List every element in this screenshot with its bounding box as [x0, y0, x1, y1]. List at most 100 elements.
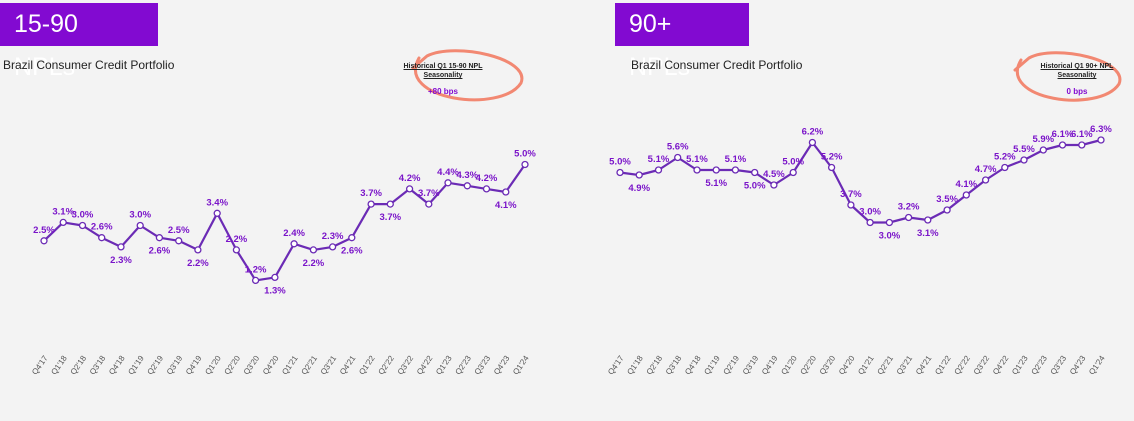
data-point — [213, 209, 221, 217]
data-point — [1058, 141, 1067, 149]
tick-label: Q1'21 — [856, 354, 876, 377]
series-line — [43, 163, 526, 282]
tick-label: Q2'21 — [876, 354, 896, 377]
data-label: 2.6% — [149, 246, 171, 257]
data-point — [59, 218, 67, 227]
data-point — [1001, 163, 1009, 172]
tick-label: Q1'18 — [49, 354, 69, 377]
tick-label: Q2'20 — [799, 354, 819, 377]
tick-label: Q3'18 — [664, 354, 684, 377]
data-label: 3.7% — [360, 188, 382, 199]
data-label: 3.4% — [206, 197, 228, 208]
data-label: 5.6% — [667, 142, 689, 153]
tick-label: Q1'19 — [702, 354, 722, 377]
data-point — [482, 185, 491, 193]
seasonality-note-title: Historical Q1 90+ NPL Seasonality — [1040, 63, 1114, 79]
chart-15-90-npls: 2.5% Q4'17 3.1% Q1'18 3.0% Q2'18 2.6% Q3'18 2.3%… — [30, 49, 536, 377]
data-label: 2.2% — [187, 258, 209, 269]
tick-label: Q2'18 — [69, 354, 89, 377]
data-label: 5.2% — [821, 152, 843, 163]
tick-label: Q4'19 — [184, 354, 204, 377]
data-label: 4.7% — [975, 164, 997, 175]
seasonality-note: Historical Q1 15-90 NPL Seasonality +80 … — [393, 62, 493, 96]
data-label: 2.6% — [91, 222, 113, 233]
data-point — [309, 246, 318, 254]
tick-label: Q3'21 — [895, 354, 915, 377]
data-label: 4.1% — [955, 179, 977, 190]
data-point — [1097, 136, 1105, 144]
tick-label: Q3'18 — [88, 354, 108, 377]
panel-15-90-npls: 15-90 NPLs Brazil Consumer Credit Portfo… — [0, 3, 536, 377]
data-point — [904, 213, 913, 222]
tick-label: Q3'19 — [741, 354, 761, 377]
data-label: 5.0% — [514, 149, 536, 160]
data-label: 3.1% — [917, 228, 939, 239]
seasonality-note-value: +80 bps — [427, 87, 458, 96]
panel-90-plus-npls: 90+ NPLs Brazil Consumer Credit Portfoli… — [567, 0, 1134, 421]
data-point — [425, 200, 433, 208]
data-point — [521, 160, 529, 169]
data-label: 4.2% — [399, 173, 421, 184]
data-point — [731, 166, 740, 174]
data-label: 4.4% — [437, 167, 459, 178]
tick-label: Q4'22 — [991, 354, 1011, 377]
tick-label: Q4'20 — [261, 354, 281, 377]
tick-label: Q1'22 — [357, 354, 377, 377]
data-label: 2.3% — [110, 255, 132, 266]
data-label: 6.2% — [802, 127, 824, 138]
panel-title: 90+ NPLs — [615, 3, 749, 81]
data-point — [751, 168, 759, 177]
highlight-circle — [1013, 51, 1122, 102]
tick-label: Q1'20 — [779, 354, 799, 377]
data-point — [271, 273, 279, 282]
tick-label: Q2'23 — [453, 354, 473, 377]
seasonality-note: Historical Q1 90+ NPL Seasonality 0 bps — [1027, 62, 1127, 96]
data-label: 6.1% — [1052, 129, 1074, 140]
data-point — [924, 216, 932, 224]
tick-label: Q3'20 — [818, 354, 838, 377]
tick-label: Q4'21 — [338, 354, 358, 377]
tick-label: Q3'22 — [396, 354, 416, 377]
tick-label: Q3'21 — [319, 354, 339, 377]
data-point — [674, 153, 682, 162]
data-label: 5.0% — [609, 157, 631, 168]
data-point — [808, 138, 817, 147]
data-point — [981, 176, 990, 184]
data-label: 2.5% — [33, 225, 55, 236]
data-point — [117, 243, 125, 251]
data-label: 5.0% — [744, 181, 766, 192]
data-label: 4.9% — [628, 183, 650, 194]
data-point — [789, 168, 797, 177]
tick-label: Q4'17 — [606, 354, 626, 377]
data-label: 5.9% — [1032, 134, 1054, 145]
tick-label: Q4'20 — [837, 354, 857, 377]
data-point — [290, 240, 298, 248]
tick-label: Q2'22 — [952, 354, 972, 377]
data-label: 5.1% — [725, 154, 747, 165]
data-point — [444, 179, 452, 187]
data-point — [712, 166, 720, 174]
data-point — [827, 163, 836, 172]
data-label: 3.0% — [859, 207, 881, 218]
data-label: 1.3% — [264, 285, 286, 296]
panel-subtitle: Brazil Consumer Credit Portfolio — [631, 58, 803, 72]
tick-label: Q4'22 — [415, 354, 435, 377]
data-point — [770, 181, 778, 189]
data-label: 3.2% — [898, 202, 920, 213]
tick-label: Q1'24 — [511, 354, 531, 377]
data-label: 5.1% — [686, 154, 708, 165]
data-point — [155, 234, 164, 242]
data-label: 5.2% — [994, 152, 1016, 163]
data-point — [1020, 156, 1028, 164]
tick-label: Q1'21 — [280, 354, 300, 377]
highlight-circle — [411, 49, 524, 102]
seasonality-note-title: Historical Q1 15-90 NPL Seasonality — [403, 63, 483, 79]
data-point — [386, 200, 394, 208]
data-label: 5.1% — [648, 154, 670, 165]
data-point — [328, 243, 337, 251]
data-label: 2.3% — [322, 231, 344, 242]
data-label: 2.4% — [283, 228, 305, 239]
data-point — [1078, 141, 1086, 149]
data-point — [367, 200, 375, 208]
data-point — [175, 237, 183, 245]
